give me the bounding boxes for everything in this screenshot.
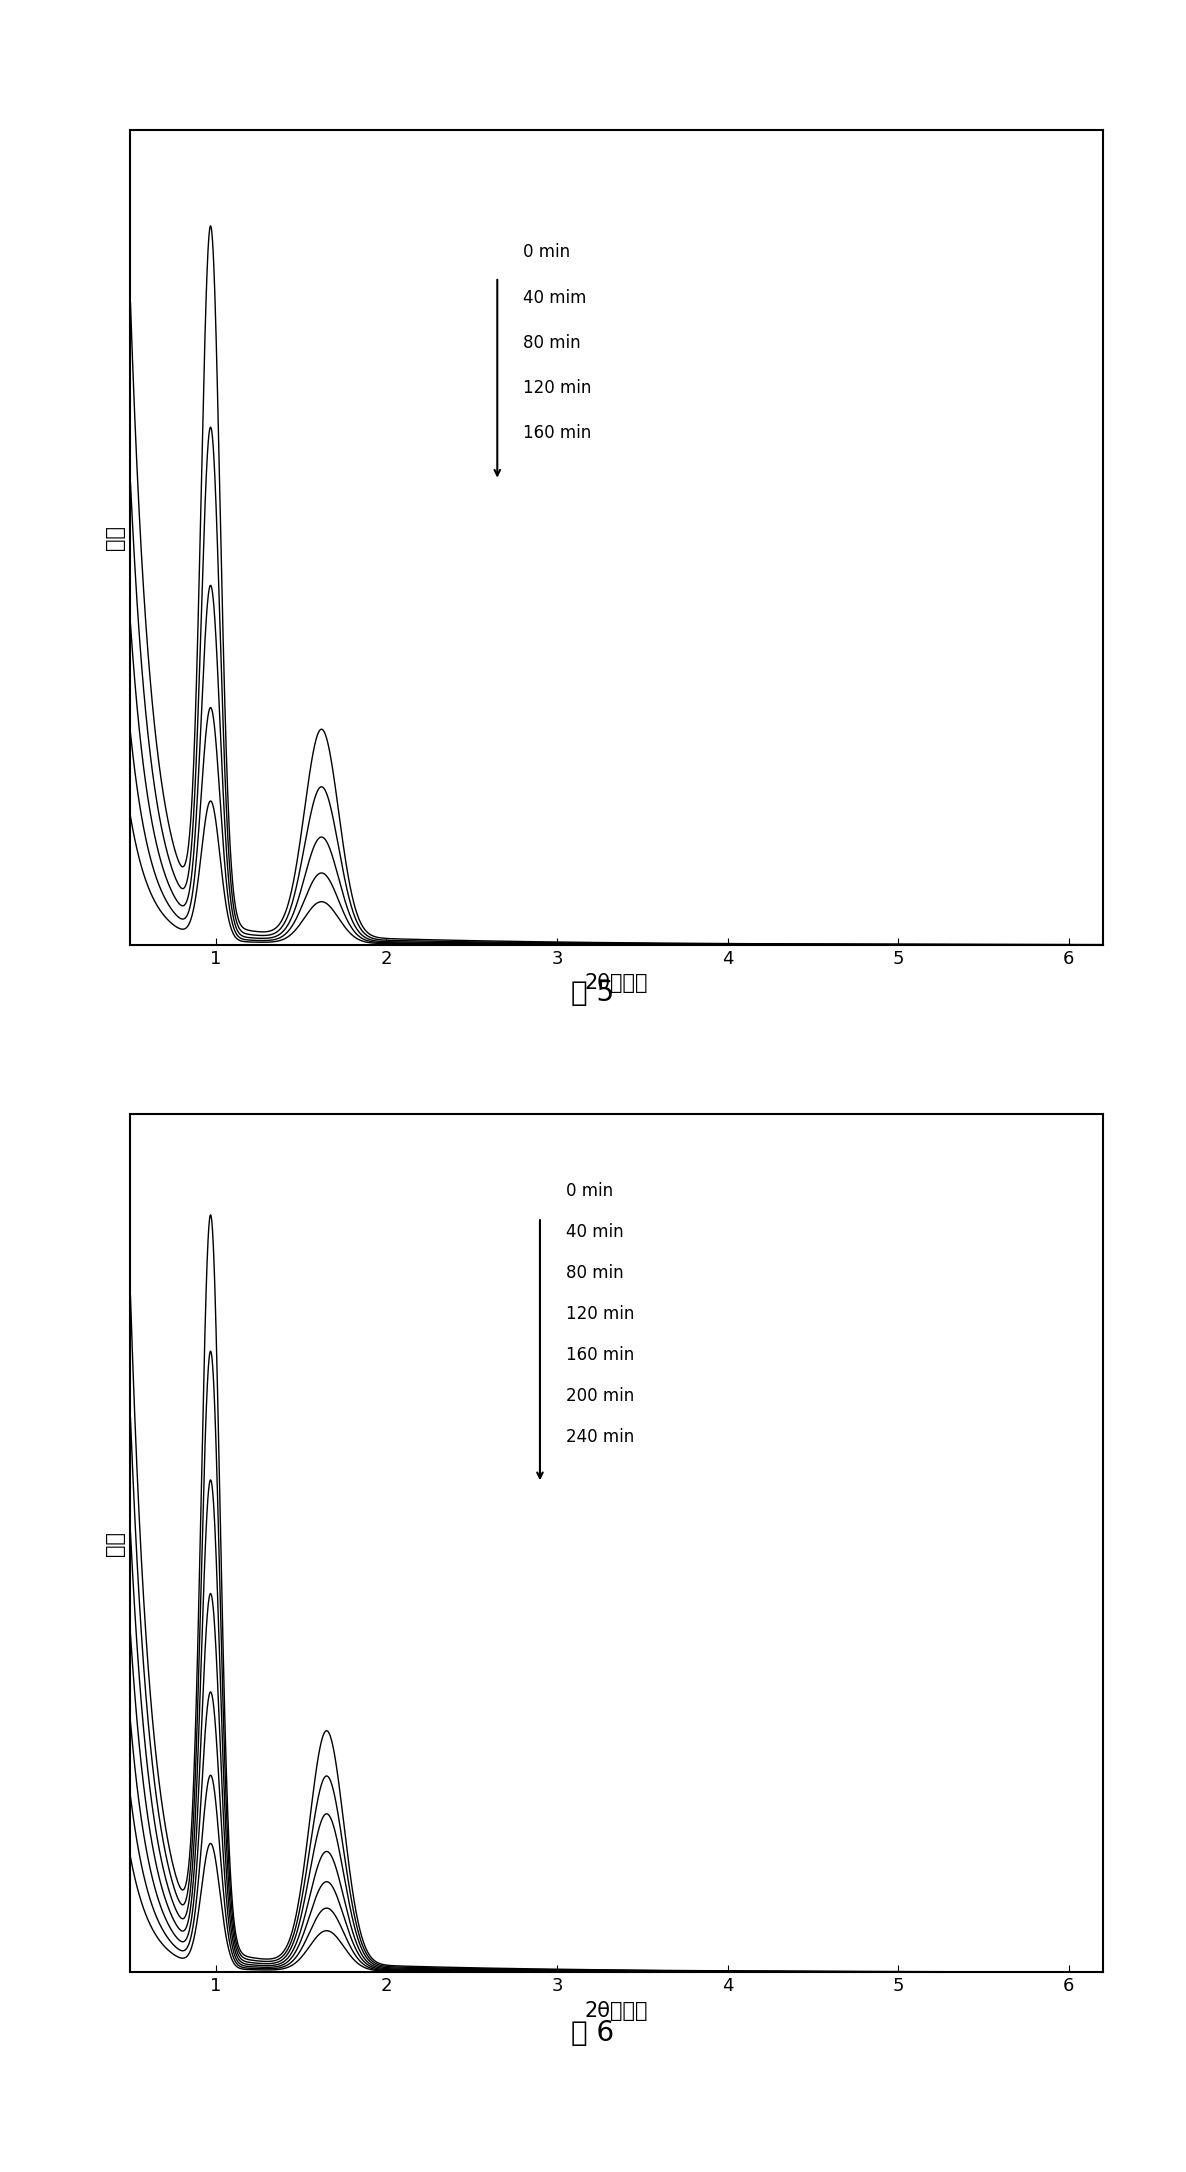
Text: 0 min: 0 min [523, 243, 570, 261]
Text: 160 min: 160 min [523, 424, 591, 443]
Text: 80 min: 80 min [523, 334, 580, 352]
Text: 80 min: 80 min [566, 1264, 623, 1281]
Text: 160 min: 160 min [566, 1347, 633, 1364]
Y-axis label: 强度: 强度 [104, 526, 125, 550]
Text: 120 min: 120 min [566, 1305, 633, 1323]
X-axis label: 2θ（度）: 2θ（度） [585, 2000, 649, 2020]
Text: 图 5: 图 5 [572, 980, 614, 1006]
X-axis label: 2θ（度）: 2θ（度） [585, 973, 649, 993]
Text: 200 min: 200 min [566, 1388, 633, 1405]
Text: 40 min: 40 min [566, 1223, 623, 1242]
Text: 图 6: 图 6 [572, 2020, 614, 2046]
Text: 0 min: 0 min [566, 1182, 613, 1201]
Text: 240 min: 240 min [566, 1427, 633, 1447]
Text: 120 min: 120 min [523, 380, 592, 397]
Y-axis label: 强度: 强度 [104, 1531, 125, 1555]
Text: 40 mim: 40 mim [523, 289, 586, 306]
